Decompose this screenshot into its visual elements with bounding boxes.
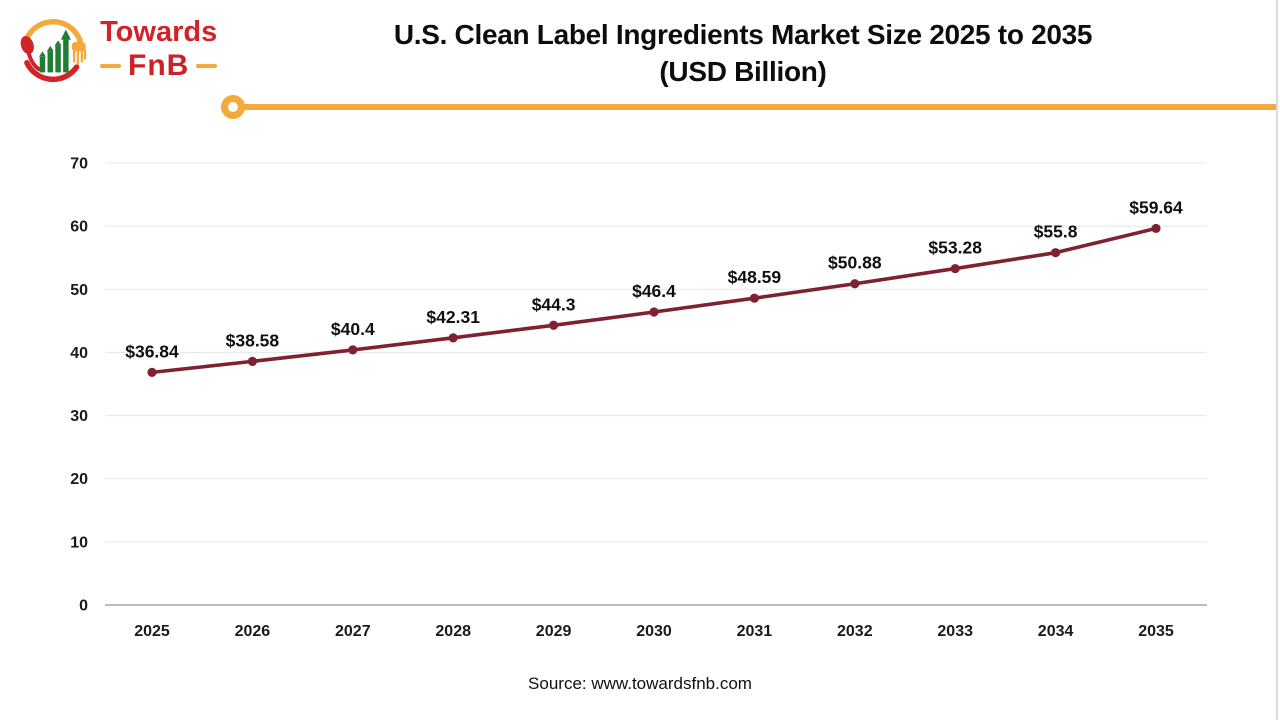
- data-point: [749, 293, 760, 303]
- data-point: [448, 333, 458, 343]
- data-label: $46.4: [632, 281, 676, 301]
- data-label: $42.31: [426, 307, 480, 327]
- x-tick-label: 2030: [636, 623, 672, 640]
- y-tick-label: 20: [70, 471, 88, 488]
- brand-dash-left: [100, 63, 121, 68]
- x-tick-label: 2028: [435, 623, 471, 640]
- source-text: Source: www.towardsfnb.com: [528, 674, 752, 693]
- chart-title-line2: (USD Billion): [659, 56, 827, 87]
- y-tick-label: 10: [70, 534, 88, 551]
- data-point: [348, 345, 358, 355]
- x-tick-label: 2032: [837, 623, 873, 640]
- data-label: $44.3: [532, 294, 576, 314]
- data-label: $55.8: [1034, 222, 1078, 242]
- x-tick-label: 2029: [536, 623, 572, 640]
- data-point: [950, 263, 960, 274]
- brand-wordmark: Towards FnB: [100, 15, 218, 82]
- growth-bars-icon: [38, 29, 71, 73]
- data-label: $40.4: [331, 319, 375, 339]
- x-tick-label: 2035: [1138, 623, 1174, 640]
- data-label: $59.64: [1129, 197, 1183, 217]
- fork-icon: [71, 41, 87, 65]
- data-label: $50.88: [828, 253, 882, 273]
- brand-dash-right: [196, 63, 218, 68]
- y-tick-label: 50: [70, 282, 88, 299]
- title-divider-ring: [221, 95, 245, 119]
- x-tick-label: 2026: [235, 623, 271, 640]
- y-tick-label: 40: [70, 345, 88, 362]
- x-tick-label: 2033: [937, 623, 973, 640]
- x-tick-label: 2034: [1038, 623, 1074, 640]
- data-label: $38.58: [226, 330, 280, 350]
- title-divider-line: [242, 104, 1278, 110]
- x-tick-label: 2025: [134, 623, 170, 640]
- y-tick-label: 0: [79, 598, 88, 615]
- logo-arc-red: [24, 59, 80, 83]
- chart-title-line1: U.S. Clean Label Ingredients Market Size…: [393, 19, 1093, 50]
- data-point: [247, 356, 257, 366]
- slide-edge-border: [1276, 0, 1278, 720]
- brand-logo-icon: [20, 18, 87, 83]
- y-tick-label: 60: [70, 219, 88, 236]
- data-label: $48.59: [728, 267, 782, 287]
- data-label: $36.84: [125, 341, 179, 361]
- spoon-icon: [20, 35, 41, 72]
- brand-name-fnb: FnB: [128, 48, 190, 82]
- brand-logo: Towards FnB: [14, 10, 218, 88]
- data-point: [850, 279, 860, 289]
- brand-name-towards: Towards: [100, 15, 218, 48]
- data-point: [147, 367, 157, 377]
- data-point: [549, 320, 559, 330]
- chart-title: U.S. Clean Label Ingredients Market Size…: [233, 16, 1253, 90]
- data-point: [1151, 223, 1161, 234]
- data-point: [649, 307, 659, 317]
- y-tick-label: 30: [70, 408, 88, 425]
- data-label: $53.28: [928, 238, 982, 258]
- y-tick-label: 70: [70, 156, 88, 173]
- data-point: [1051, 248, 1061, 258]
- x-tick-label: 2027: [335, 623, 371, 640]
- x-tick-label: 2031: [737, 623, 773, 640]
